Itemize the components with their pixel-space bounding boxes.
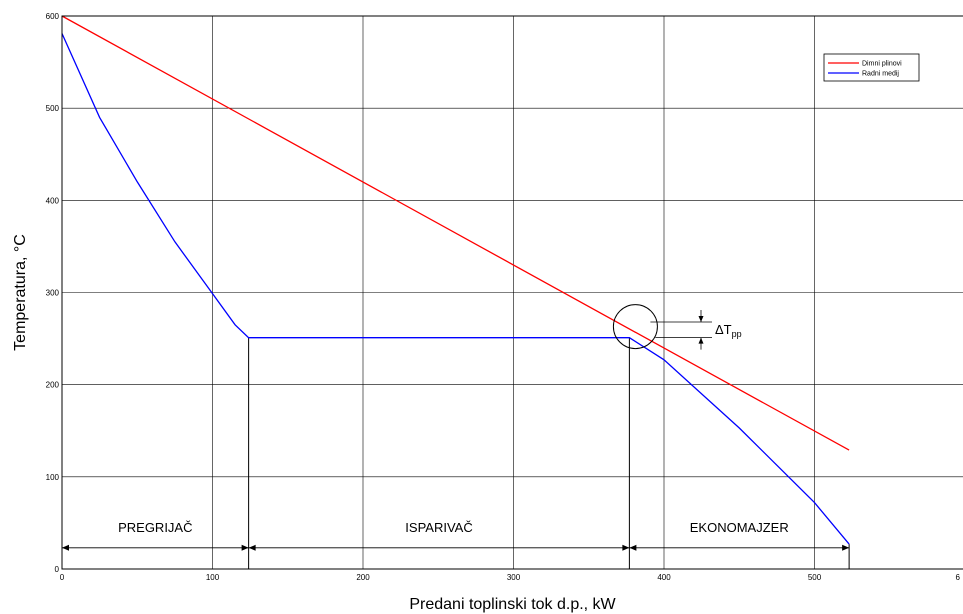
legend-label-0: Dimni plinovi <box>862 61 902 68</box>
region-label: PREGRIJAČ <box>118 520 192 535</box>
legend-box <box>823 53 920 82</box>
y-axis-title: Temperatura, °C <box>12 234 29 351</box>
region-label: EKONOMAJZER <box>690 520 789 535</box>
pinch-label: ΔTpp <box>715 322 742 339</box>
y-tick-label: 100 <box>46 473 60 482</box>
grid-lines <box>62 16 963 569</box>
x-tick-label: 200 <box>356 573 370 582</box>
pinch-circle <box>612 304 658 350</box>
x-axis-title: Predani toplinski tok d.p., kW <box>409 596 616 613</box>
pinch-arrow-bottom-head <box>698 337 704 344</box>
x-tick-label: 100 <box>206 573 220 582</box>
arrow-head-right <box>622 544 630 551</box>
series-lines <box>61 15 850 545</box>
y-tick-label: 400 <box>46 196 60 205</box>
y-tick-label: 0 <box>55 565 60 574</box>
y-tick-label: 500 <box>46 104 60 113</box>
region-markers: PREGRIJAČ ISPARIVAČ EKONOMAJZER <box>62 337 850 569</box>
legend: Dimni plinovi Radni medij <box>823 53 920 82</box>
pinch-label-main: ΔT <box>715 322 732 337</box>
arrow-head-left <box>248 544 256 551</box>
series-line-0 <box>61 15 850 451</box>
arrow-head-right <box>842 544 850 551</box>
pinch-label-sub: pp <box>732 329 742 339</box>
tick-labels: 0 100 200 300 400 500 6 0 100 200 300 400 500 600 <box>46 12 961 582</box>
arrow-head-left <box>629 544 637 551</box>
x-tick-label: 300 <box>507 573 521 582</box>
legend-label-1: Radni medij <box>862 71 899 78</box>
y-tick-label: 300 <box>46 289 60 298</box>
y-tick-label: 200 <box>46 381 60 390</box>
arrow-head-right <box>241 544 249 551</box>
pinch-annotation: ΔTpp <box>612 304 742 350</box>
plot-frame <box>61 15 963 570</box>
region-label: ISPARIVAČ <box>405 520 472 535</box>
x-tick-label: 500 <box>808 573 822 582</box>
x-tick-label: 6 <box>956 573 961 582</box>
x-tick-label: 400 <box>657 573 671 582</box>
y-tick-label: 600 <box>46 12 60 21</box>
x-tick-label: 0 <box>60 573 65 582</box>
series-line-1 <box>61 33 850 545</box>
pinch-arrow-top-head <box>698 315 704 322</box>
arrow-head-left <box>62 544 69 551</box>
